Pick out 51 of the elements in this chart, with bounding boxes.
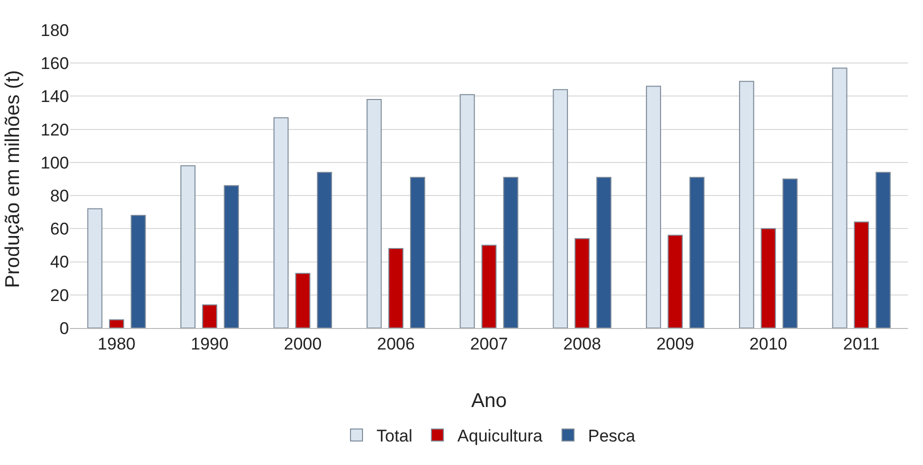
x-tick-label: 2000 [284,334,322,354]
bar [876,172,891,328]
legend-label: Pesca [588,426,636,446]
x-tick-label: 2010 [749,334,788,354]
bar [668,234,683,328]
y-tick-label: 40 [50,252,69,272]
x-tick-label: 2009 [656,334,694,354]
x-axis-title: Ano [471,390,507,412]
bar [108,319,124,328]
bar [316,172,332,328]
bar [739,80,754,328]
bar [782,178,798,328]
x-tick-label: 1980 [98,334,136,354]
x-tick-label: 1990 [190,334,229,354]
y-tick-label: 20 [50,286,69,305]
legend-label: Total [376,426,412,446]
bar [366,99,382,328]
x-tick-label: 2006 [376,334,415,354]
y-tick-label: 100 [40,153,69,172]
y-tick-label: 0 [60,318,69,338]
bar [596,176,612,328]
bar [832,68,848,328]
y-tick-label: 120 [40,120,69,140]
y-tick-label: 80 [50,186,69,206]
bar [460,94,475,328]
y-tick-label: 160 [40,54,69,74]
bar [295,272,310,328]
legend-label: Aquicultura [457,426,544,446]
bar [503,176,518,328]
bar [130,214,146,328]
y-tick-label: 140 [40,87,69,106]
bar [202,304,218,328]
bar [574,238,590,328]
bar [646,86,662,328]
bar [481,244,497,328]
y-tick-label: 60 [50,220,69,239]
y-axis-title: Produção em milhões (t) [2,70,24,288]
bar [854,222,870,328]
x-tick-label: 2011 [843,334,880,354]
x-tick-label: 2008 [563,334,602,354]
y-tick-label: 180 [40,20,69,40]
x-tick-label: 2007 [470,334,508,354]
bar [388,248,404,328]
bar [410,176,426,328]
bar [224,185,239,328]
bar [180,165,196,328]
bar [689,176,705,328]
bar [760,228,776,328]
bar [87,208,102,328]
bar [273,117,289,328]
bar [552,89,568,328]
